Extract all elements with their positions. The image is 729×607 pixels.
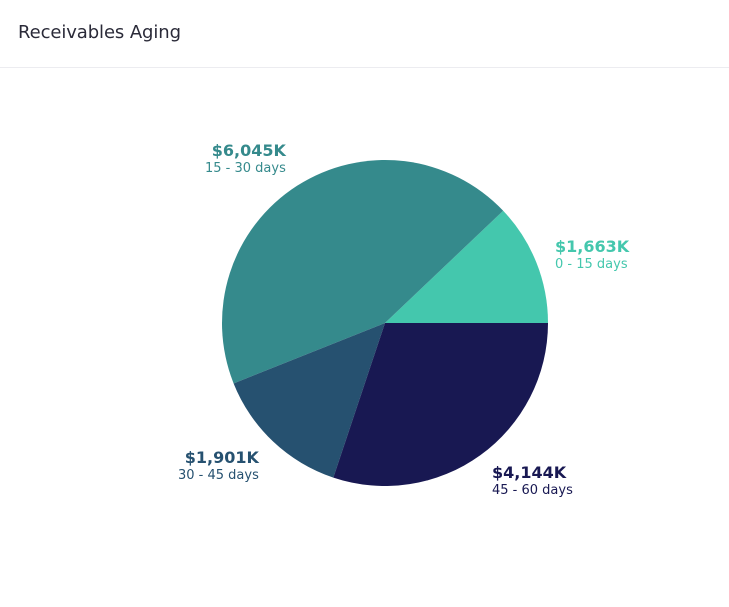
slice-category-45-60-days: 45 - 60 days	[492, 483, 573, 498]
slice-label-30-45-days: $1,901K 30 - 45 days	[178, 448, 259, 483]
pie-slice-30-45-days[interactable]	[233, 323, 385, 478]
slice-value-30-45-days: $1,901K	[184, 448, 259, 467]
pie-slice-45-60-days[interactable]	[333, 323, 548, 486]
card-header: Receivables Aging	[0, 0, 729, 68]
slice-label-15-30-days: $6,045K 15 - 30 days	[205, 141, 286, 176]
slice-category-30-45-days: 30 - 45 days	[178, 468, 259, 483]
slice-value-0-15-days: $1,663K	[555, 237, 630, 256]
chart-area: $1,663K 0 - 15 days $6,045K 15 - 30 days…	[0, 69, 729, 607]
pie-chart	[221, 159, 548, 486]
chart-title: Receivables Aging	[18, 21, 181, 43]
pie-slice-15-30-days[interactable]	[221, 159, 504, 384]
slice-label-45-60-days: $4,144K 45 - 60 days	[492, 463, 573, 498]
slice-category-0-15-days: 0 - 15 days	[555, 257, 628, 272]
slice-value-45-60-days: $4,144K	[492, 463, 567, 482]
slice-category-15-30-days: 15 - 30 days	[205, 161, 286, 176]
slice-label-0-15-days: $1,663K 0 - 15 days	[555, 237, 630, 272]
slice-value-15-30-days: $6,045K	[211, 141, 286, 160]
pie-slice-0-15-days[interactable]	[385, 210, 548, 323]
